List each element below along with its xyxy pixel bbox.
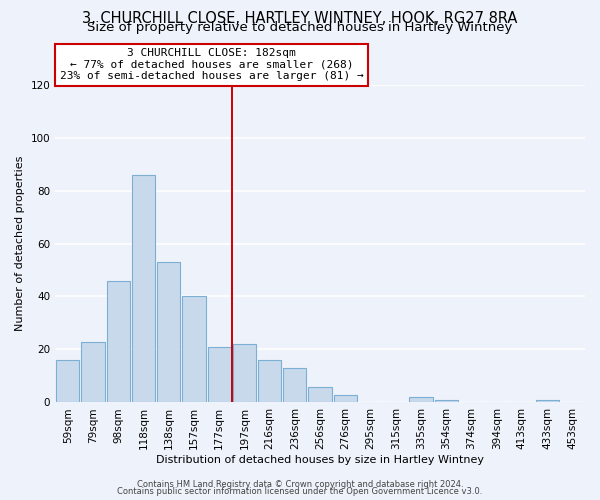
Bar	[82, 342, 104, 402]
Bar	[157, 262, 181, 402]
Y-axis label: Number of detached properties: Number of detached properties	[15, 156, 25, 331]
Bar	[334, 394, 357, 402]
Bar	[536, 400, 559, 402]
Bar	[308, 386, 332, 402]
Text: 3 CHURCHILL CLOSE: 182sqm
← 77% of detached houses are smaller (268)
23% of semi: 3 CHURCHILL CLOSE: 182sqm ← 77% of detac…	[59, 48, 364, 82]
Bar	[434, 400, 458, 402]
Bar	[409, 397, 433, 402]
Bar	[233, 344, 256, 403]
Text: Contains HM Land Registry data © Crown copyright and database right 2024.: Contains HM Land Registry data © Crown c…	[137, 480, 463, 489]
Bar	[258, 360, 281, 403]
Bar	[56, 360, 79, 403]
Bar	[107, 280, 130, 402]
Bar	[132, 174, 155, 402]
Text: 3, CHURCHILL CLOSE, HARTLEY WINTNEY, HOOK, RG27 8RA: 3, CHURCHILL CLOSE, HARTLEY WINTNEY, HOO…	[82, 11, 518, 26]
Text: Contains public sector information licensed under the Open Government Licence v3: Contains public sector information licen…	[118, 487, 482, 496]
Bar	[182, 296, 206, 403]
X-axis label: Distribution of detached houses by size in Hartley Wintney: Distribution of detached houses by size …	[156, 455, 484, 465]
Bar	[208, 347, 231, 403]
Bar	[283, 368, 307, 402]
Text: Size of property relative to detached houses in Hartley Wintney: Size of property relative to detached ho…	[88, 22, 512, 35]
